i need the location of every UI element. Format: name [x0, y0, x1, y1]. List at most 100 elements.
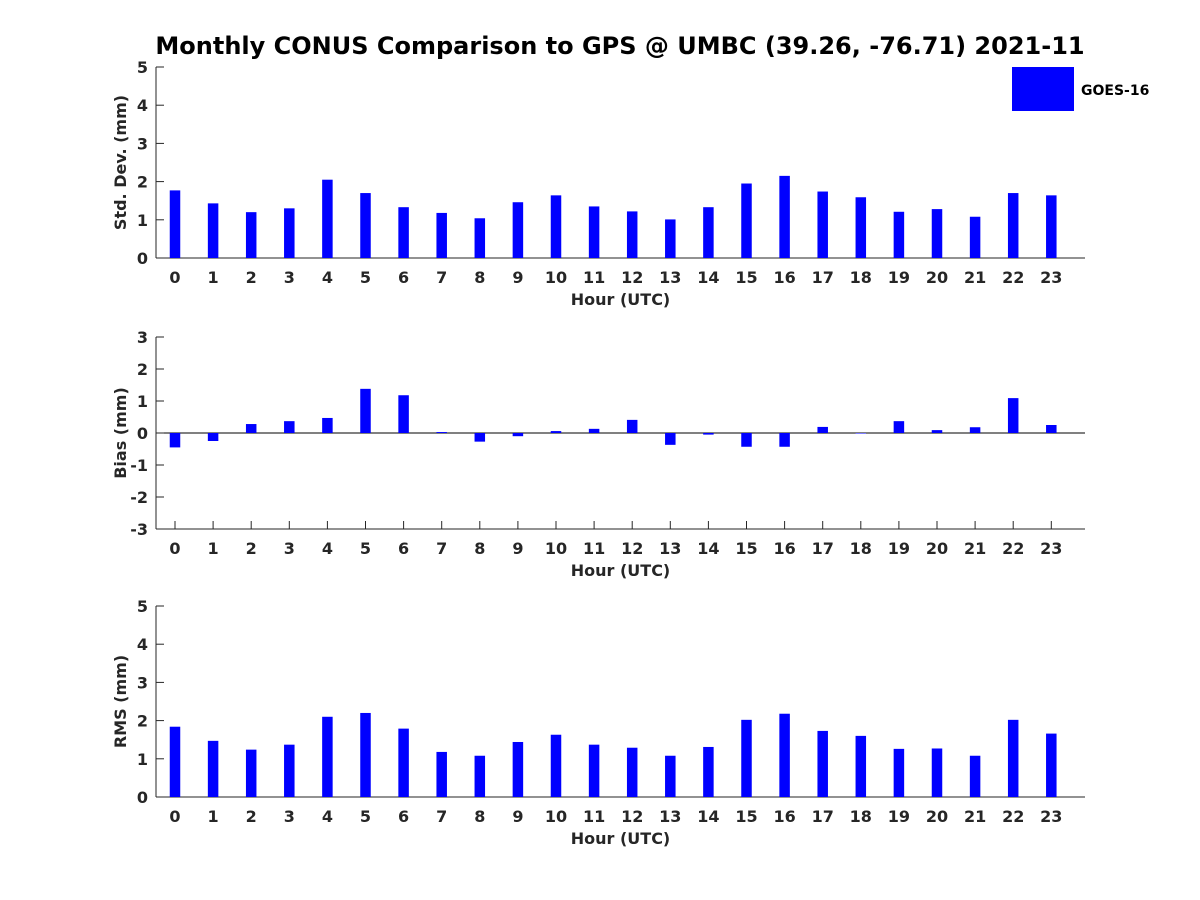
bar-hour-10: [550, 734, 562, 797]
bar-hour-19: [893, 211, 905, 258]
x-tick-label: 13: [659, 539, 681, 558]
bar-hour-3: [284, 421, 295, 433]
bar-hour-1: [207, 740, 219, 797]
bar-hour-16: [779, 433, 790, 447]
y-axis-label: RMS (mm): [111, 655, 130, 748]
bar-hour-13: [665, 219, 676, 258]
y-tick-label: 0: [137, 788, 148, 807]
x-tick-label: 7: [436, 539, 447, 558]
x-tick-label: 10: [545, 539, 567, 558]
x-tick-label: 13: [659, 268, 681, 287]
bar-hour-21: [969, 755, 981, 797]
bar-hour-9: [512, 202, 524, 258]
bar-hour-15: [741, 433, 752, 447]
x-tick-label: 21: [964, 539, 986, 558]
bar-hour-12: [626, 747, 638, 797]
x-tick-label: 17: [812, 268, 834, 287]
bar-hour-22: [1007, 719, 1019, 797]
bar-hour-8: [474, 433, 486, 442]
x-tick-label: 12: [621, 539, 643, 558]
x-tick-label: 20: [926, 807, 948, 826]
bar-hour-19: [893, 748, 905, 797]
y-tick-label: 2: [137, 360, 148, 379]
x-tick-label: 17: [812, 539, 834, 558]
x-tick-label: 23: [1040, 539, 1062, 558]
x-tick-label: 21: [964, 268, 986, 287]
x-tick-label: 11: [583, 268, 605, 287]
y-tick-label: 2: [137, 173, 148, 192]
x-tick-label: 12: [621, 268, 643, 287]
bar-hour-10: [550, 195, 562, 258]
bar-hour-1: [207, 433, 219, 441]
x-tick-label: 5: [360, 807, 371, 826]
bar-hour-17: [817, 730, 828, 797]
bar-hour-21: [969, 427, 981, 433]
x-tick-label: 8: [474, 268, 485, 287]
bar-hour-1: [207, 203, 219, 258]
x-tick-label: 3: [284, 268, 295, 287]
bar-hour-5: [360, 193, 371, 258]
x-tick-label: 7: [436, 807, 447, 826]
x-tick-label: 8: [474, 539, 485, 558]
y-tick-label: 5: [137, 58, 148, 77]
bar-hour-6: [398, 207, 409, 258]
y-tick-label: 0: [137, 424, 148, 443]
legend: GOES-16: [1012, 67, 1149, 111]
bar-hour-22: [1007, 398, 1019, 433]
bar-hour-23: [1046, 425, 1057, 433]
bar-hour-16: [779, 713, 790, 797]
bar-hour-14: [703, 207, 714, 258]
bar-hour-3: [284, 208, 295, 258]
x-tick-label: 21: [964, 807, 986, 826]
bar-hour-14: [703, 433, 714, 435]
bar-hour-0: [169, 433, 181, 448]
y-tick-label: -2: [130, 488, 148, 507]
x-tick-label: 19: [888, 807, 910, 826]
x-tick-label: 4: [322, 539, 333, 558]
x-tick-label: 12: [621, 807, 643, 826]
bar-hour-2: [245, 424, 257, 433]
x-tick-label: 22: [1002, 539, 1024, 558]
y-tick-label: 1: [137, 211, 148, 230]
y-tick-label: 5: [137, 597, 148, 616]
bar-hour-12: [626, 419, 638, 433]
bar-hour-7: [436, 212, 447, 258]
y-tick-label: 3: [137, 328, 148, 347]
y-tick-label: 2: [137, 712, 148, 731]
bar-hour-20: [931, 748, 943, 797]
x-tick-label: 2: [246, 539, 257, 558]
x-tick-label: 7: [436, 268, 447, 287]
y-tick-label: 0: [137, 249, 148, 268]
bar-hour-14: [703, 746, 714, 797]
x-tick-label: 2: [246, 268, 257, 287]
x-tick-label: 18: [850, 539, 872, 558]
x-tick-label: 14: [697, 539, 719, 558]
x-tick-label: 0: [169, 807, 180, 826]
bar-hour-17: [817, 426, 828, 433]
x-tick-label: 1: [208, 807, 219, 826]
x-tick-label: 9: [512, 268, 523, 287]
bar-hour-18: [855, 735, 867, 797]
x-axis-label: Hour (UTC): [571, 561, 671, 580]
x-tick-label: 20: [926, 539, 948, 558]
x-tick-label: 9: [512, 807, 523, 826]
x-axis-label: Hour (UTC): [571, 290, 671, 309]
bar-hour-9: [512, 433, 524, 437]
bar-hour-17: [817, 191, 828, 258]
bar-hour-23: [1046, 733, 1057, 797]
x-tick-label: 18: [850, 268, 872, 287]
x-tick-label: 16: [773, 539, 795, 558]
x-tick-label: 1: [208, 539, 219, 558]
x-tick-label: 19: [888, 268, 910, 287]
bar-hour-18: [855, 197, 867, 258]
bar-hour-15: [741, 719, 752, 797]
bar-hour-19: [893, 421, 905, 433]
x-tick-label: 6: [398, 807, 409, 826]
bar-hour-5: [360, 712, 371, 797]
bar-hour-22: [1007, 193, 1019, 258]
x-tick-label: 15: [735, 807, 757, 826]
y-tick-label: -3: [130, 520, 148, 539]
bar-hour-11: [588, 206, 600, 258]
